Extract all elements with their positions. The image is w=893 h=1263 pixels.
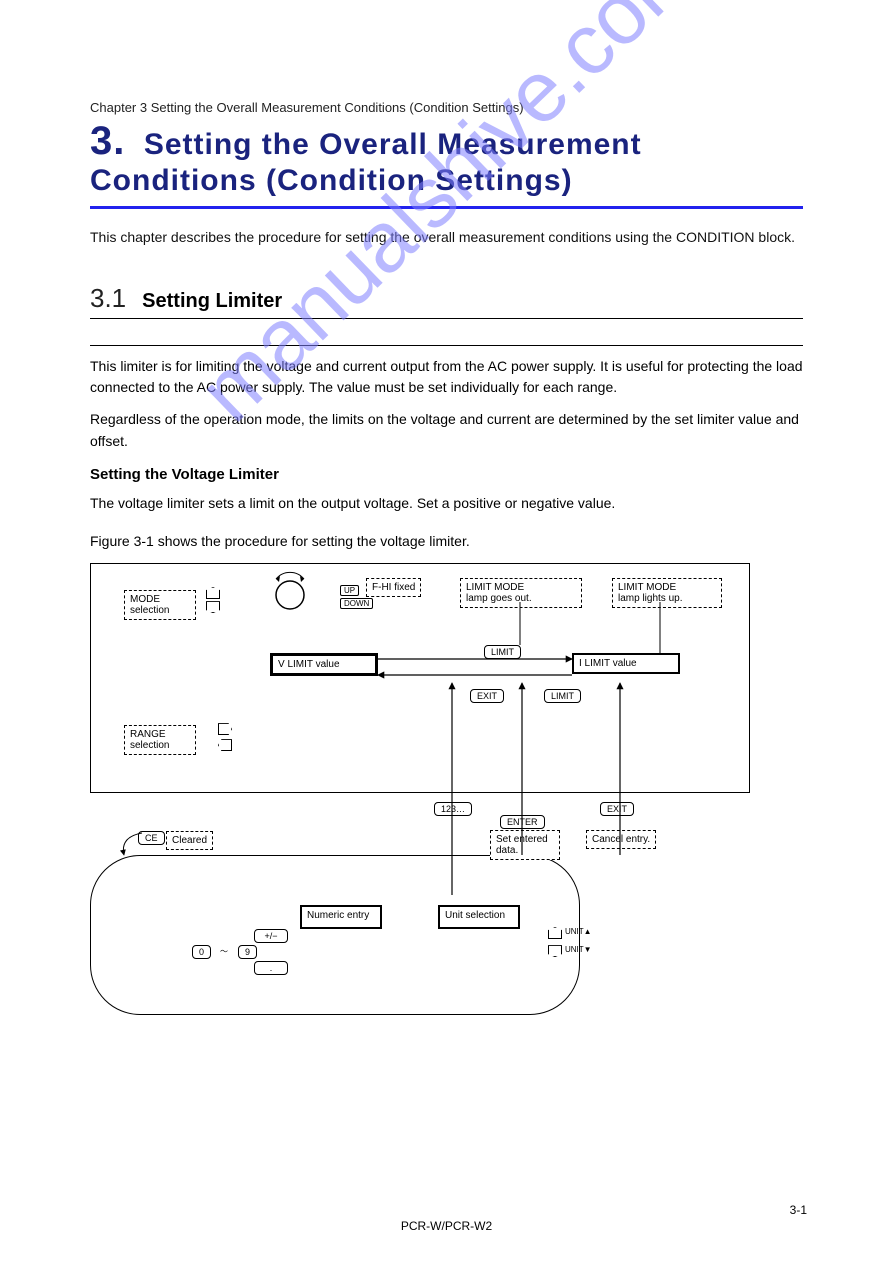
voltage-limiter-diagram: MODEselection RANGEselection F-HI fixed … xyxy=(90,555,770,1055)
mode-selection-box: MODEselection xyxy=(124,590,196,620)
enter-key: ENTER xyxy=(500,815,545,829)
digit-zero-key: 0 xyxy=(192,945,211,959)
cancel-entry-box: Cancel entry. xyxy=(586,830,656,849)
intro-paragraph: This chapter describes the procedure for… xyxy=(90,227,803,249)
unit-down-label: UNIT▼ xyxy=(565,945,592,954)
limiter-p2: Regardless of the operation mode, the li… xyxy=(90,409,803,452)
chapter-title: 3. Setting the Overall Measurement Condi… xyxy=(90,119,803,198)
chapter-number: 3. xyxy=(90,119,125,163)
chapter-name: Setting the Overall Measurement Conditio… xyxy=(90,128,642,197)
up-key: UP xyxy=(340,585,359,596)
section-heading: 3.1 Setting Limiter xyxy=(90,283,803,314)
v-limit-value-box: V LIMIT value xyxy=(270,653,378,676)
set-entered-data-box: Set entereddata. xyxy=(490,830,560,860)
section-rule-top xyxy=(90,318,803,319)
decimal-key: . xyxy=(254,961,288,975)
limiter-p1: This limiter is for limiting the voltage… xyxy=(90,356,803,399)
plus-minus-key: +/− xyxy=(254,929,288,943)
numeric-start-key: 123… xyxy=(434,802,472,816)
running-header: Chapter 3 Setting the Overall Measuremen… xyxy=(90,0,803,115)
section-number: 3.1 xyxy=(90,283,126,314)
exit-key-right: EXIT xyxy=(600,802,634,816)
digit-nine-key: 9 xyxy=(238,945,257,959)
limit-lamp-out-box: LIMIT MODElamp goes out. xyxy=(460,578,582,608)
page-number: 3-1 xyxy=(790,1203,807,1217)
tilde-label: 〜 xyxy=(220,946,228,957)
limit-key-top: LIMIT xyxy=(484,645,521,659)
ce-key: CE xyxy=(138,831,165,845)
section-rule-bottom xyxy=(90,345,803,346)
voltage-limiter-subhead: Setting the Voltage Limiter xyxy=(90,466,803,483)
footer-model: PCR-W/PCR-W2 xyxy=(0,1219,893,1233)
section-title: Setting Limiter xyxy=(142,290,282,313)
unit-selection-box: Unit selection xyxy=(438,905,520,929)
limit-key-bottom: LIMIT xyxy=(544,689,581,703)
limiter-p3: The voltage limiter sets a limit on the … xyxy=(90,493,803,515)
range-selection-box: RANGEselection xyxy=(124,725,196,755)
exit-key-mid: EXIT xyxy=(470,689,504,703)
limit-lamp-on-box: LIMIT MODElamp lights up. xyxy=(612,578,722,608)
unit-up-label: UNIT▲ xyxy=(565,927,592,936)
i-limit-value-box: I LIMIT value xyxy=(572,653,680,674)
numeric-entry-box: Numeric entry xyxy=(300,905,382,929)
figure-caption: Figure 3-1 shows the procedure for setti… xyxy=(90,533,803,549)
cleared-box: Cleared xyxy=(166,831,213,850)
down-key: DOWN xyxy=(340,598,373,609)
numeric-panel-frame xyxy=(90,855,580,1015)
fhi-fixed-box: F-HI fixed xyxy=(366,578,421,597)
title-rule xyxy=(90,206,803,209)
